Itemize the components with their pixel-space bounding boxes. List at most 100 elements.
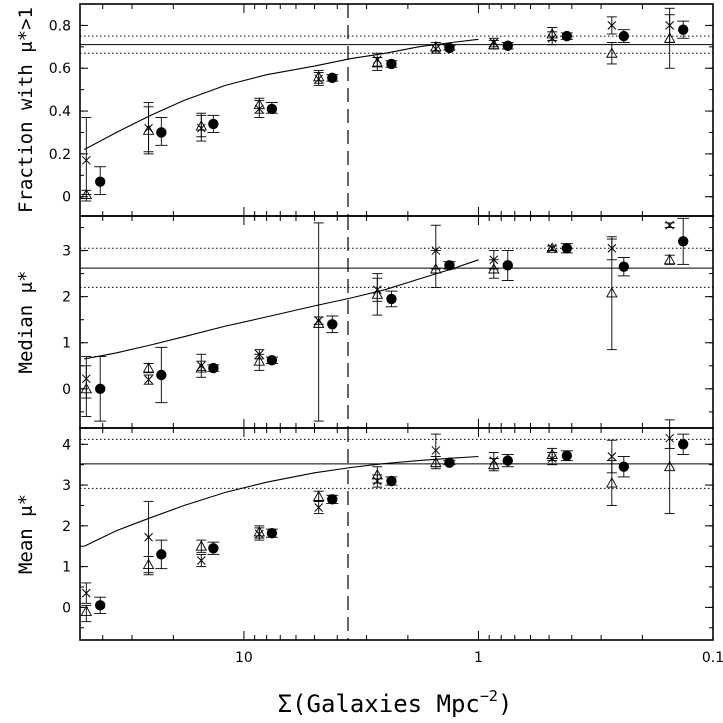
y-tick-label: 0	[62, 190, 71, 206]
triangle-error-bar-4	[313, 490, 324, 502]
y-tick-label: 0.2	[49, 147, 71, 163]
triangle-point-5	[371, 288, 384, 299]
filled-point-1	[156, 369, 167, 381]
cross-stroke-b	[607, 452, 617, 461]
y-tick-label: 3	[62, 244, 71, 260]
filled-point-0	[95, 176, 106, 187]
panel-median: 0 1 2 3 Median μ*	[15, 215, 714, 429]
cross-point-1	[144, 532, 153, 542]
triangle-error-bar-8	[547, 245, 558, 252]
triangle-point-1	[142, 558, 155, 570]
cross-point-9	[607, 452, 617, 461]
filled-point-10	[677, 236, 689, 247]
y-tick-label: 0	[62, 600, 71, 616]
triangle-error-bar-3	[254, 97, 265, 114]
filled-point-6	[444, 42, 455, 54]
cross-stroke-b	[431, 446, 441, 455]
y-axis-label-fraction: Fraction with μ*>1	[15, 7, 37, 213]
triangle-point-2	[195, 540, 208, 551]
filled-point-4	[327, 319, 338, 330]
triangle-point-5	[371, 468, 384, 480]
triangle-error-bar-0	[81, 365, 92, 417]
triangle-point-0	[80, 188, 93, 200]
triangle-point-4	[312, 317, 325, 328]
y-tick-label: 0	[62, 382, 71, 398]
triangle-point-10	[663, 253, 676, 265]
filled-point-3	[266, 103, 278, 115]
triangle-error-bar-9	[606, 42, 617, 65]
triangle-error-bar-10	[664, 14, 675, 69]
cross-point-1	[144, 375, 153, 384]
filled-point-9	[618, 461, 630, 472]
filled-point-5	[386, 293, 397, 305]
x-tick-labels: 10 1 0.1	[235, 650, 723, 666]
y-axis-label-median: Median μ*	[15, 271, 37, 374]
cross-point-10	[665, 220, 675, 230]
y-tick-label: 0.4	[49, 104, 71, 120]
triangle-point-9	[606, 477, 618, 488]
panel-frame	[79, 427, 714, 641]
triangle-point-3	[253, 355, 266, 366]
cross-point-0	[81, 155, 91, 165]
filled-point-7	[502, 260, 513, 271]
triangle-point-7	[488, 458, 500, 470]
x-tick-label: 0.1	[702, 650, 723, 666]
triangle-error-bar-1	[143, 106, 154, 153]
filled-point-8	[561, 243, 573, 254]
chart-panels: 0 0.2 0.4 0.6 0.8 Fraction with μ*>1 0 1 2 3 Media…	[15, 3, 714, 641]
filled-point-4	[327, 494, 338, 505]
triangle-error-bar-2	[196, 114, 207, 138]
filled-point-1	[156, 549, 167, 560]
filled-point-6	[444, 260, 455, 271]
filled-point-2	[208, 362, 219, 374]
triangle-point-5	[371, 56, 384, 68]
triangle-point-7	[488, 38, 500, 50]
triangle-error-bar-4	[313, 222, 324, 422]
x-tick-label: 10	[235, 650, 253, 666]
filled-point-10	[677, 24, 689, 35]
filled-point-3	[266, 527, 278, 539]
triangle-point-8	[546, 242, 558, 253]
y-axis-label-mean: Mean μ*	[15, 494, 37, 574]
filled-point-8	[561, 30, 573, 42]
filled-point-1	[156, 127, 167, 138]
model-curve	[84, 259, 479, 360]
triangle-error-bar-7	[488, 259, 499, 279]
cross-point-2	[196, 556, 206, 565]
triangle-error-bar-5	[372, 273, 383, 316]
filled-point-4	[327, 72, 338, 84]
cross-stroke-b	[81, 155, 91, 165]
y-tick-label: 1	[62, 560, 71, 576]
filled-point-0	[95, 600, 106, 611]
filled-point-6	[444, 457, 455, 468]
filled-point-2	[208, 543, 219, 554]
panel-fraction: 0 0.2 0.4 0.6 0.8 Fraction with μ*>1	[15, 3, 714, 217]
x-tick-label: 1	[474, 650, 483, 666]
triangle-point-3	[253, 98, 266, 110]
y-tick-label: 2	[62, 519, 71, 535]
filled-point-7	[502, 40, 513, 51]
filled-point-9	[618, 30, 630, 42]
triangle-error-bar-1	[143, 363, 154, 374]
cross-point-0	[81, 588, 91, 598]
triangle-error-bar-2	[196, 353, 207, 378]
panel-mean: 0 1 2 3 4 Mean μ*	[15, 419, 714, 641]
cross-stroke-b	[314, 503, 324, 512]
cross-error-bar-0	[81, 117, 92, 196]
filled-point-0	[95, 383, 106, 395]
triangle-point-6	[430, 263, 442, 274]
triangle-error-bar-9	[606, 460, 617, 506]
triangle-point-10	[663, 32, 676, 43]
triangle-point-1	[142, 362, 155, 373]
triangle-error-bar-10	[664, 419, 675, 515]
y-tick-label: 3	[62, 478, 71, 494]
triangle-point-2	[195, 120, 208, 131]
model-curve	[83, 455, 479, 547]
triangle-error-bar-6	[430, 250, 441, 288]
triangle-point-8	[546, 28, 558, 39]
triangle-point-4	[312, 490, 325, 501]
cross-point-4	[314, 503, 324, 512]
y-tick-label: 1	[62, 336, 71, 352]
y-tick-label: 2	[62, 290, 71, 306]
